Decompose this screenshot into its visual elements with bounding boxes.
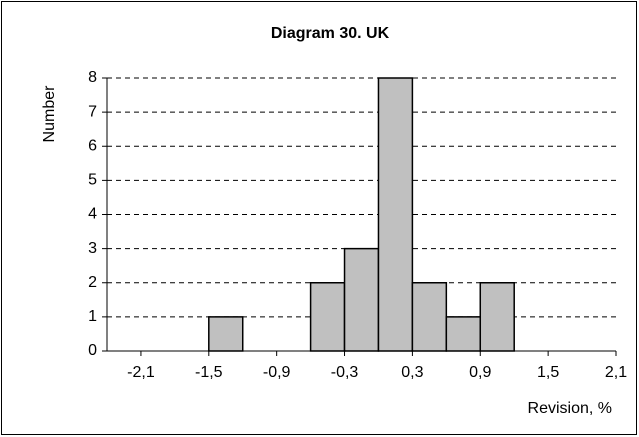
x-tick-label: -0,9 <box>263 364 291 381</box>
y-tick-label: 1 <box>88 308 97 325</box>
y-tick-label: 4 <box>88 206 97 223</box>
y-tick-label: 3 <box>88 240 97 257</box>
x-tick-label: 0,9 <box>469 364 491 381</box>
y-tick-label: 5 <box>88 172 97 189</box>
bar <box>343 247 380 352</box>
chart-title: Diagram 30. UK <box>271 25 390 42</box>
bar <box>411 282 448 352</box>
bar <box>445 316 482 352</box>
y-tick-label: 0 <box>88 342 97 359</box>
bar <box>479 282 515 352</box>
x-tick-label: -1,5 <box>195 364 223 381</box>
y-tick-label: 7 <box>88 103 97 120</box>
x-axis-label: Revision, % <box>528 400 612 417</box>
x-tick-label: 0,3 <box>401 364 423 381</box>
y-tick-label: 8 <box>88 69 97 86</box>
bar <box>309 282 346 352</box>
bar <box>208 316 244 352</box>
x-tick-label: 1,5 <box>537 364 559 381</box>
bar <box>377 77 414 352</box>
x-tick-label: -0,3 <box>331 364 359 381</box>
y-tick-label: 2 <box>88 274 97 291</box>
y-tick-label: 6 <box>88 137 97 154</box>
x-tick-label: 2,1 <box>605 364 627 381</box>
y-axis-label: Number <box>41 85 58 143</box>
x-tick-label: -2,1 <box>127 364 155 381</box>
